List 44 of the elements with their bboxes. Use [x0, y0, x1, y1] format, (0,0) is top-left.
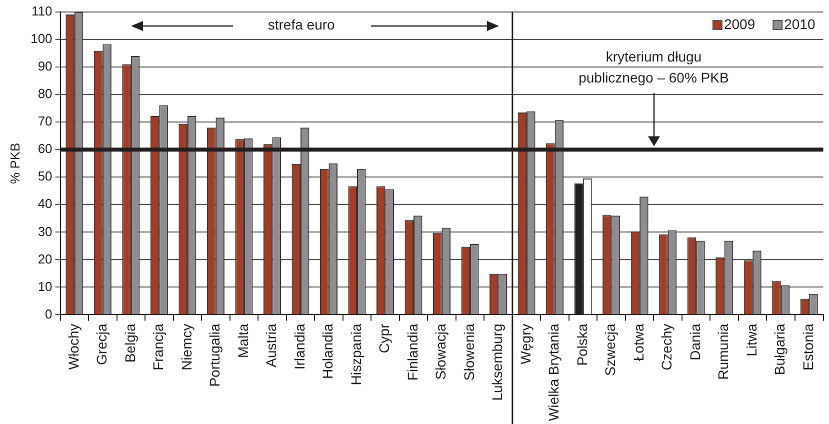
x-tick-label: Litwa: [743, 324, 760, 356]
x-tick-label: Czechy: [658, 324, 675, 370]
x-tick-label: Łotwa: [630, 324, 646, 362]
y-tick-label: 110: [32, 4, 52, 19]
x-tick-label: Rumunia: [715, 324, 732, 380]
x-tick-label: Portugalia: [206, 324, 223, 387]
x-tick-label: Holandia: [320, 324, 336, 380]
x-tick-label: Francja: [150, 324, 166, 370]
x-tick-label: Estonia: [800, 324, 816, 370]
x-tick-label: Szwecja: [602, 324, 618, 376]
legend-label: 2010: [784, 16, 816, 32]
x-tick-label: Dania: [686, 324, 703, 360]
y-tick-label: 60: [38, 141, 52, 156]
y-tick-label: 70: [38, 114, 52, 129]
y-tick-label: 20: [38, 251, 52, 266]
x-tick-label: Malta: [234, 324, 251, 358]
x-tick-label: Wielka Brytania: [546, 324, 562, 422]
x-tick-label: Niemcy: [178, 324, 194, 370]
y-tick-label: 40: [38, 196, 52, 212]
x-tick-label: Austria: [263, 324, 280, 368]
y-tick-label: 30: [38, 224, 52, 239]
x-tick-label: Słowacja: [432, 324, 449, 380]
x-tick-label: Bułgaria: [772, 324, 788, 376]
y-tick-label: 0: [45, 306, 52, 322]
y-axis-title: % PKB: [7, 142, 22, 184]
x-tick-label: Węgry: [517, 324, 534, 364]
y-tick-label: 100: [30, 31, 52, 46]
x-tick-label: Włochy: [65, 324, 82, 370]
y-tick-label: 50: [38, 168, 52, 184]
y-tick-label: 10: [38, 278, 52, 294]
x-tick-label: Hiszpania: [348, 324, 364, 386]
x-tick-label: Irlandia: [291, 324, 308, 370]
x-tick-label: Grecja: [94, 324, 110, 365]
x-tick-label: Luksemburg: [489, 324, 506, 401]
annotation: strefa euro: [268, 16, 336, 33]
x-tick-label: Cypr: [376, 323, 392, 354]
x-tick-label: Belgia: [122, 324, 138, 363]
x-tick-label: Polska: [574, 324, 590, 366]
annotation: kryterium długu publicznego – 60% PKB: [578, 48, 729, 86]
x-tick-label: Finlandia: [404, 324, 420, 381]
y-tick-label: 80: [38, 86, 52, 102]
y-tick-label: 90: [38, 58, 52, 74]
x-tick-label: Słowenia: [460, 324, 477, 381]
legend-label: 2009: [724, 16, 756, 32]
